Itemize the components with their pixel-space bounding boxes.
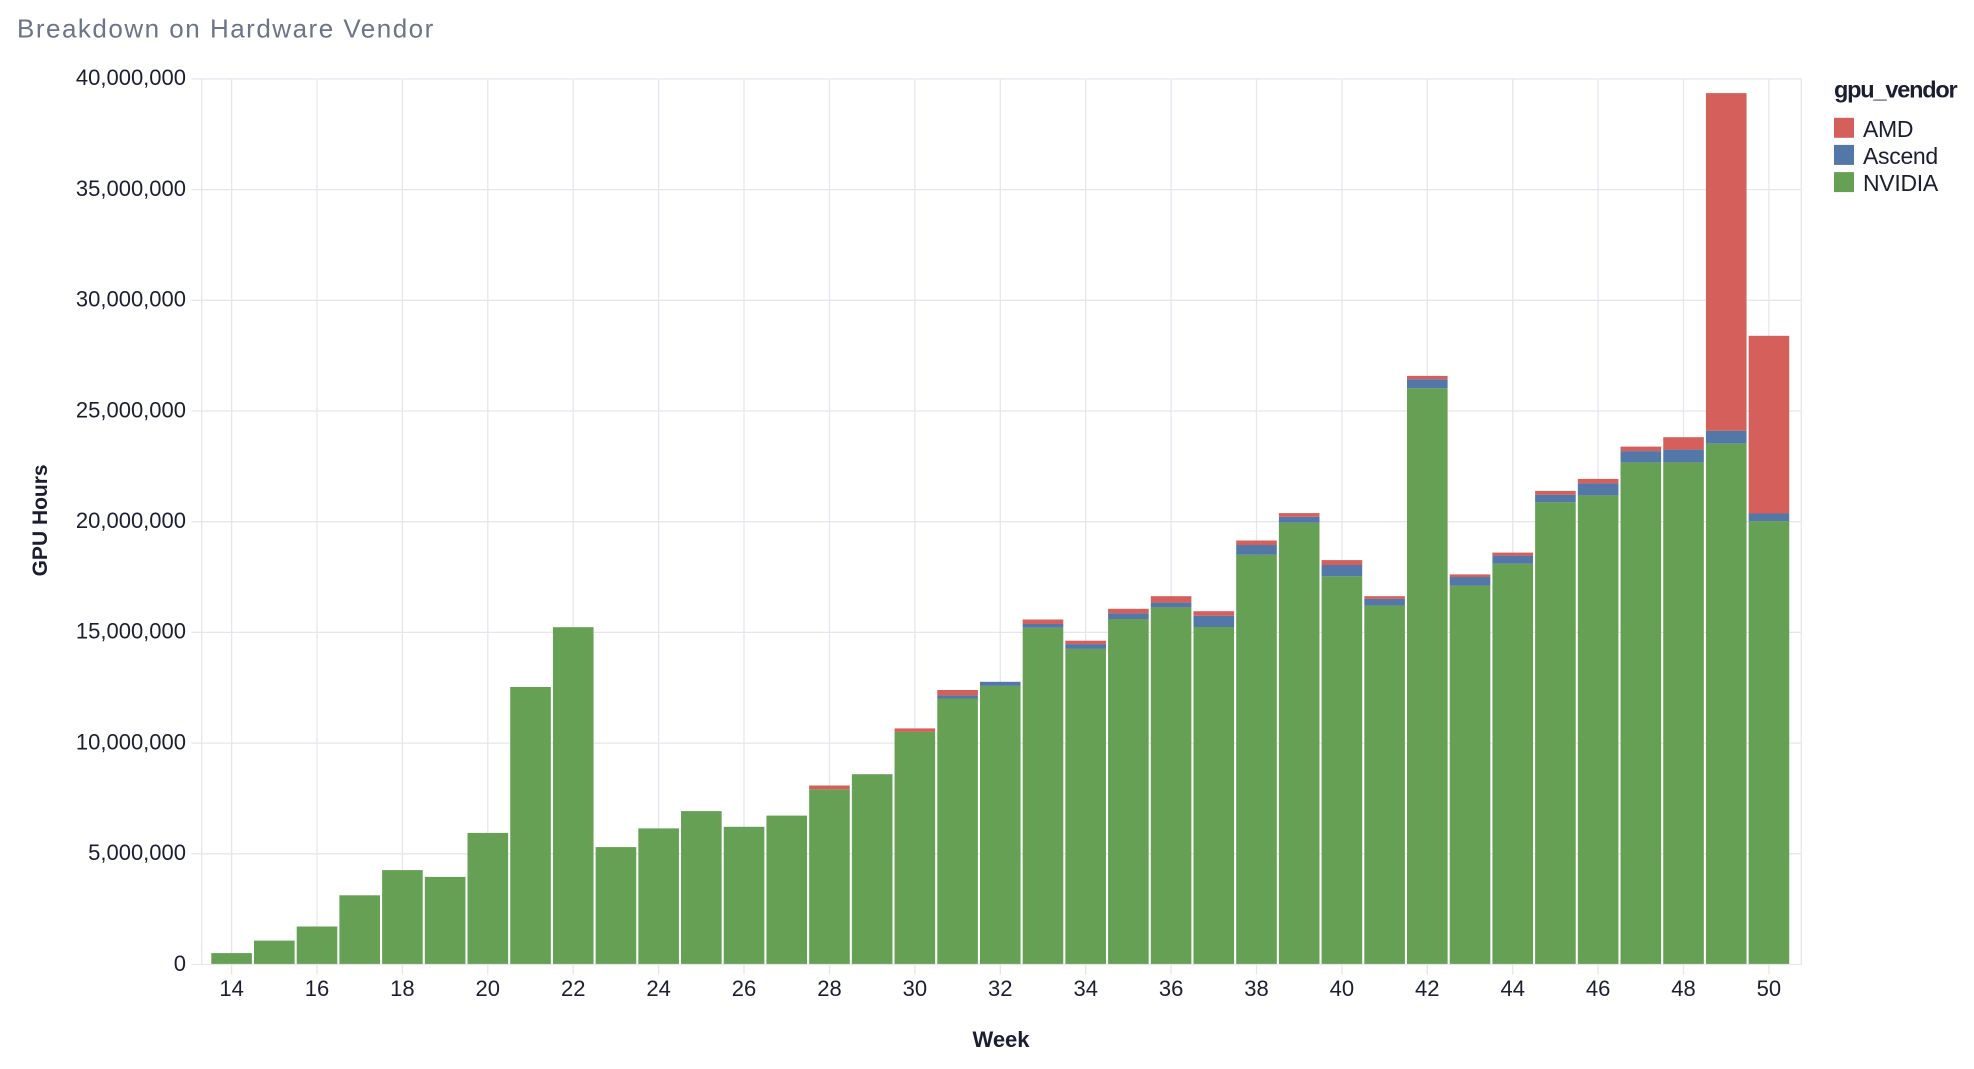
- svg-text:25,000,000: 25,000,000: [76, 397, 186, 422]
- svg-text:50: 50: [1757, 976, 1781, 1001]
- svg-text:40,000,000: 40,000,000: [76, 65, 186, 90]
- svg-text:44: 44: [1500, 976, 1524, 1001]
- svg-text:36: 36: [1159, 976, 1183, 1001]
- svg-text:Week: Week: [972, 1027, 1030, 1052]
- svg-text:32: 32: [988, 976, 1012, 1001]
- svg-text:AMD: AMD: [1863, 116, 1913, 142]
- svg-text:40: 40: [1330, 976, 1354, 1001]
- svg-text:48: 48: [1671, 976, 1695, 1001]
- svg-text:46: 46: [1586, 976, 1610, 1001]
- svg-text:16: 16: [305, 976, 329, 1001]
- svg-text:24: 24: [646, 976, 670, 1001]
- svg-text:30,000,000: 30,000,000: [76, 287, 186, 312]
- svg-text:Breakdown on Hardware Vendor: Breakdown on Hardware Vendor: [17, 14, 435, 44]
- svg-text:20,000,000: 20,000,000: [76, 508, 186, 533]
- svg-text:26: 26: [732, 976, 756, 1001]
- svg-text:gpu_vendor: gpu_vendor: [1834, 76, 1958, 102]
- svg-text:NVIDIA: NVIDIA: [1863, 170, 1939, 196]
- svg-text:5,000,000: 5,000,000: [88, 840, 186, 865]
- svg-text:22: 22: [561, 976, 585, 1001]
- svg-text:0: 0: [174, 951, 186, 976]
- svg-text:38: 38: [1244, 976, 1268, 1001]
- svg-text:20: 20: [476, 976, 500, 1001]
- svg-text:15,000,000: 15,000,000: [76, 619, 186, 644]
- svg-text:34: 34: [1073, 976, 1097, 1001]
- svg-text:28: 28: [817, 976, 841, 1001]
- svg-text:Ascend: Ascend: [1863, 143, 1938, 169]
- svg-text:30: 30: [903, 976, 927, 1001]
- svg-text:14: 14: [219, 976, 243, 1001]
- svg-text:35,000,000: 35,000,000: [76, 176, 186, 201]
- svg-text:10,000,000: 10,000,000: [76, 729, 186, 754]
- svg-text:GPU Hours: GPU Hours: [29, 464, 52, 576]
- svg-text:42: 42: [1415, 976, 1439, 1001]
- svg-text:18: 18: [390, 976, 414, 1001]
